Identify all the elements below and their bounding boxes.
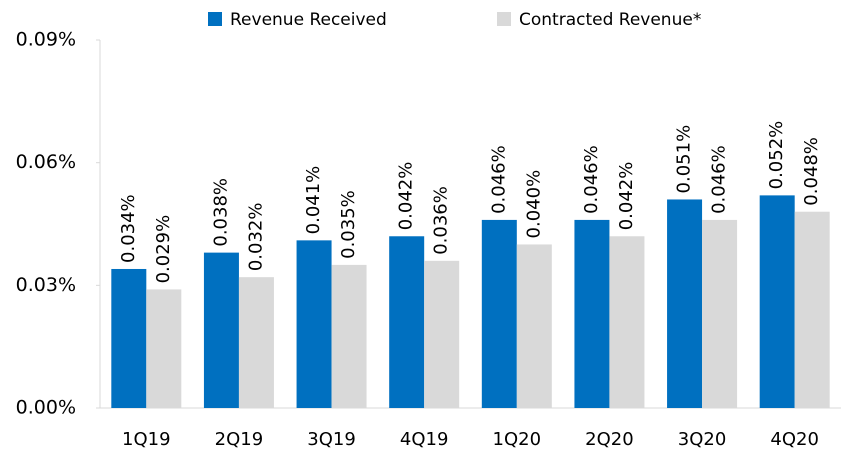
value-label: 0.036%	[431, 186, 452, 255]
bar	[516, 244, 552, 408]
y-tick-label: 0.09%	[16, 29, 76, 51]
value-label: 0.048%	[801, 137, 822, 206]
value-label: 0.034%	[118, 194, 139, 263]
bar	[238, 277, 274, 408]
bar	[111, 268, 147, 408]
y-tick-label: 0.06%	[16, 151, 76, 173]
value-label: 0.029%	[153, 215, 174, 284]
bar	[794, 211, 830, 408]
legend-swatch	[497, 12, 511, 26]
bar	[389, 236, 425, 408]
bar	[759, 195, 795, 408]
bar	[702, 219, 738, 408]
value-label: 0.042%	[616, 162, 637, 231]
bar	[296, 240, 332, 408]
x-tick-label: 1Q19	[122, 429, 171, 450]
x-tick-label: 2Q20	[585, 429, 634, 450]
bar	[331, 264, 367, 408]
value-label: 0.051%	[674, 125, 695, 194]
bar	[609, 236, 645, 408]
x-tick-label: 3Q19	[307, 429, 356, 450]
bar	[203, 252, 239, 408]
value-label: 0.046%	[581, 145, 602, 214]
value-label: 0.038%	[210, 178, 231, 247]
value-label: 0.046%	[709, 145, 730, 214]
bar	[481, 219, 517, 408]
value-label: 0.042%	[396, 162, 417, 231]
value-label: 0.041%	[303, 166, 324, 235]
x-tick-label: 2Q19	[215, 429, 264, 450]
legend-label: Contracted Revenue*	[519, 10, 701, 30]
y-tick-label: 0.03%	[16, 274, 76, 296]
x-tick-label: 4Q19	[400, 429, 449, 450]
legend-label: Revenue Received	[230, 10, 387, 30]
value-label: 0.032%	[245, 203, 266, 272]
y-tick-label: 0.00%	[16, 397, 76, 419]
x-tick-label: 1Q20	[493, 429, 542, 450]
legend-swatch	[208, 12, 222, 26]
x-tick-label: 3Q20	[678, 429, 727, 450]
bar	[424, 260, 460, 408]
value-label: 0.052%	[766, 121, 787, 190]
value-label: 0.046%	[488, 145, 509, 214]
value-label: 0.035%	[338, 190, 359, 259]
x-tick-label: 4Q20	[770, 429, 819, 450]
bar	[146, 289, 182, 408]
bar	[574, 219, 610, 408]
value-label: 0.040%	[523, 170, 544, 239]
bar	[667, 199, 703, 408]
